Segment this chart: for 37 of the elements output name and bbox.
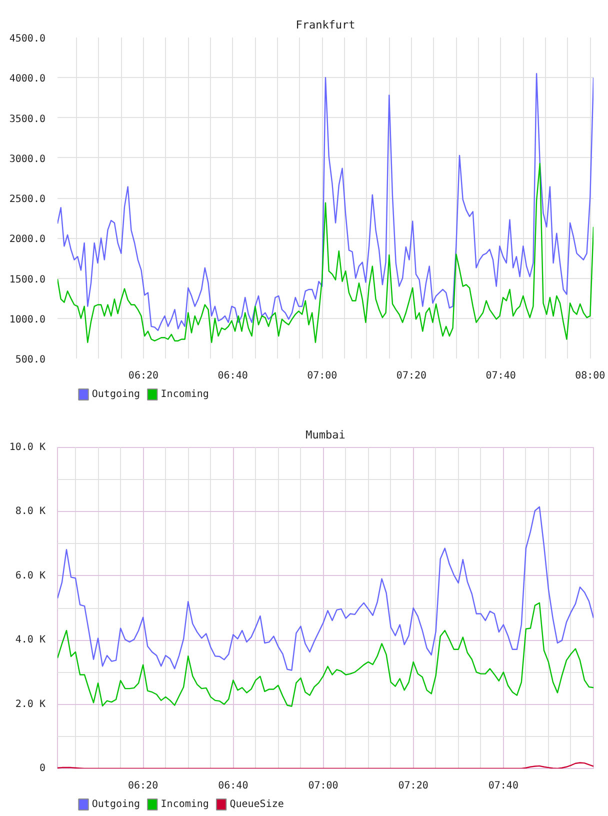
y-tick-label: 6.0 K [15, 570, 46, 582]
y-tick-label: 2000.0 [9, 234, 46, 246]
y-tick-label: 8.0 K [15, 506, 46, 518]
legend-label: Outgoing [92, 389, 140, 400]
legend-label: Incoming [160, 799, 209, 810]
y-tick-label: 3500.0 [9, 114, 46, 125]
x-tick-label: 07:40 [488, 780, 518, 792]
x-tick-label: 07:20 [396, 370, 427, 382]
x-tick-label: 06:20 [128, 370, 159, 382]
legend-label: Incoming [160, 389, 209, 400]
y-tick-label: 4.0 K [15, 634, 46, 646]
x-tick-label: 07:00 [308, 780, 338, 792]
legend-label: QueueSize [230, 799, 284, 810]
y-tick-label: 1500.0 [9, 274, 46, 286]
line-series [58, 506, 594, 671]
chart-title: Frankfurt [296, 18, 356, 32]
x-tick-label: 07:40 [486, 370, 516, 382]
y-tick-label: 500.0 [15, 354, 46, 366]
line-series [58, 73, 594, 332]
y-tick-label: 4500.0 [9, 34, 46, 44]
chart-title: Mumbai [306, 428, 346, 442]
legend-label: Outgoing [92, 799, 140, 810]
x-tick-label: 06:40 [218, 780, 248, 792]
x-tick-label: 07:20 [398, 780, 428, 792]
line-series [58, 162, 594, 344]
y-tick-label: 4000.0 [9, 74, 46, 85]
y-tick-label: 1000.0 [9, 314, 46, 326]
x-tick-label: 07:00 [307, 370, 338, 382]
y-tick-label: 2.0 K [15, 698, 46, 710]
y-tick-label: 10.0 K [9, 442, 46, 453]
line-series [58, 602, 594, 707]
y-tick-label: 3000.0 [9, 154, 46, 165]
x-tick-label: 08:00 [575, 370, 606, 382]
y-tick-label: 0 [39, 763, 46, 774]
x-tick-label: 06:40 [218, 370, 248, 382]
x-tick-label: 06:20 [128, 780, 158, 792]
y-tick-label: 2500.0 [9, 194, 46, 205]
